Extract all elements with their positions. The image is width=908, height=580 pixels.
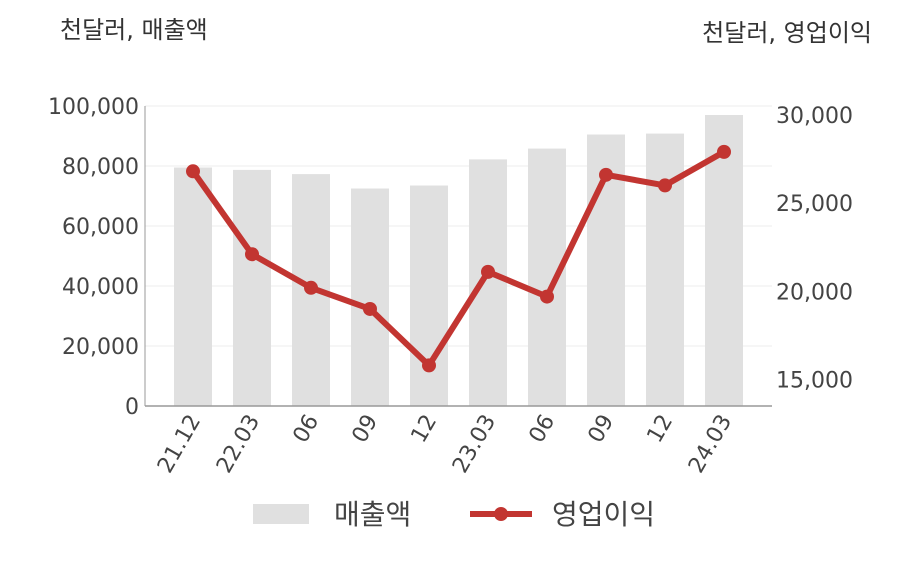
line-point xyxy=(186,164,200,179)
x-tick-label: 09 xyxy=(348,411,384,448)
legend-bar-swatch xyxy=(253,504,309,524)
line-point xyxy=(363,301,377,316)
x-tick-label: 23.03 xyxy=(448,411,501,478)
x-tick-label: 06 xyxy=(289,411,325,448)
line-point xyxy=(245,247,259,262)
line-series xyxy=(186,144,731,373)
left-axis-ticks: 100,000 80,000 60,000 40,000 20,000 0 xyxy=(48,95,139,420)
left-tick-label: 20,000 xyxy=(62,335,139,360)
left-tick-label: 40,000 xyxy=(62,275,139,300)
line-point xyxy=(658,178,672,193)
x-axis-ticks: 21.12 22.03 06 09 12 23.03 06 09 12 24.03 xyxy=(153,411,737,478)
bar xyxy=(528,148,566,406)
right-tick-label: 25,000 xyxy=(776,192,853,217)
bar xyxy=(410,185,448,406)
axes xyxy=(144,106,772,407)
legend-bar-label: 매출액 xyxy=(334,498,411,531)
bar xyxy=(351,188,389,406)
left-tick-label: 100,000 xyxy=(48,95,139,120)
line-point xyxy=(422,358,436,373)
x-tick-label: 12 xyxy=(407,411,443,448)
line-point xyxy=(481,264,495,279)
x-tick-label: 06 xyxy=(525,411,561,448)
line-point xyxy=(540,289,554,304)
bar xyxy=(469,159,507,406)
legend-line-marker xyxy=(494,507,508,521)
bar xyxy=(233,169,271,406)
x-tick-label: 22.03 xyxy=(212,411,265,478)
x-tick-label: 12 xyxy=(643,411,679,448)
legend-line-label: 영업이익 xyxy=(552,498,655,531)
legend: 매출액 영업이익 xyxy=(253,498,655,531)
line-point xyxy=(717,144,731,159)
line-point xyxy=(599,167,613,182)
right-tick-label: 30,000 xyxy=(776,104,853,129)
x-tick-label: 21.12 xyxy=(153,411,206,478)
bar xyxy=(174,167,212,406)
x-tick-label: 24.03 xyxy=(684,411,737,478)
line-point xyxy=(304,280,318,295)
bar xyxy=(705,115,743,406)
right-axis-ticks: 30,000 25,000 20,000 15,000 xyxy=(776,104,853,394)
right-tick-label: 15,000 xyxy=(776,369,853,394)
left-tick-label: 0 xyxy=(125,395,139,420)
left-tick-label: 80,000 xyxy=(62,155,139,180)
right-axis-unit: 천달러, 영업이익 xyxy=(702,19,872,47)
line-path xyxy=(190,148,727,369)
right-tick-label: 20,000 xyxy=(776,280,853,305)
x-tick-label: 09 xyxy=(584,411,620,448)
left-tick-label: 60,000 xyxy=(62,215,139,240)
left-axis-unit: 천달러, 매출액 xyxy=(60,16,208,44)
